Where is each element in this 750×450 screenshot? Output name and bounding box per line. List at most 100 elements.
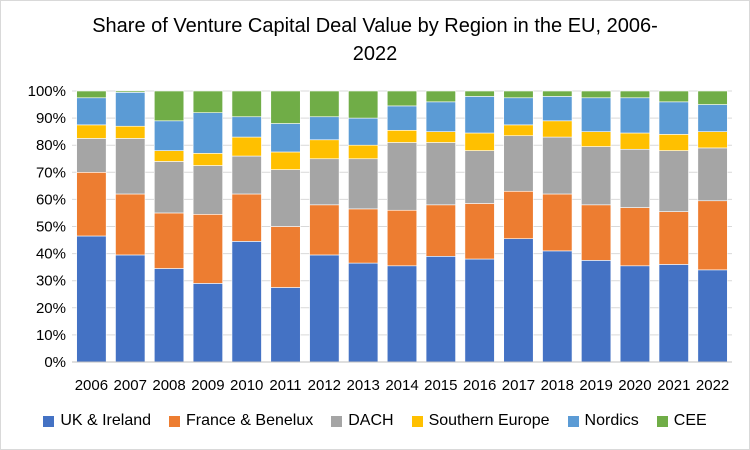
bar-segment-southern-europe <box>581 131 612 147</box>
x-tick-label: 2015 <box>424 377 457 394</box>
bar-segment-uk-ireland <box>309 254 340 363</box>
x-tick-label: 2013 <box>346 377 379 394</box>
y-tick-label: 70% <box>36 164 66 181</box>
bar-segment-dach <box>154 161 185 214</box>
bar-segment-france-benelux <box>697 200 728 271</box>
x-tick-label: 2011 <box>269 377 301 394</box>
legend-item: UK & Ireland <box>43 412 151 430</box>
bar-segment-nordics <box>464 96 495 134</box>
bar-segment-cee <box>425 90 456 103</box>
bar-segment-france-benelux <box>270 226 301 288</box>
x-tick-label: 2012 <box>308 377 341 394</box>
legend-label: DACH <box>348 412 394 429</box>
bar-segment-france-benelux <box>619 207 650 267</box>
x-tick-label: 2006 <box>75 377 108 394</box>
bar-segment-nordics <box>76 97 107 126</box>
bar-segment-dach <box>348 158 379 210</box>
bar-segment-france-benelux <box>309 204 340 256</box>
bar-segment-france-benelux <box>464 203 495 260</box>
bar-segment-france-benelux <box>581 204 612 261</box>
bar-segment-france-benelux <box>231 193 262 242</box>
legend-swatch <box>567 415 579 427</box>
bar-segment-southern-europe <box>386 129 418 143</box>
bar-segment-cee <box>619 90 650 99</box>
bar-segment-uk-ireland <box>542 250 573 363</box>
bar-segment-dach <box>581 146 612 206</box>
legend-swatch <box>169 415 181 427</box>
bar-segment-cee <box>542 90 573 97</box>
bar-segment-nordics <box>270 123 301 153</box>
bar-segment-nordics <box>425 101 456 132</box>
y-tick-label: 40% <box>36 246 66 263</box>
chart-legend: UK & Ireland France & Benelux DACH Southern… <box>0 412 750 430</box>
legend-item: France & Benelux <box>169 412 313 430</box>
y-tick-label: 30% <box>36 273 66 290</box>
bar-segment-cee <box>348 90 379 119</box>
bar-segment-nordics <box>309 116 340 141</box>
legend-swatch <box>331 415 343 427</box>
bar-segment-france-benelux <box>154 212 185 269</box>
bar-segment-nordics <box>581 97 612 132</box>
bar-segment-uk-ireland <box>231 241 262 363</box>
bar-segment-southern-europe <box>658 134 689 151</box>
bar-segment-france-benelux <box>542 193 573 252</box>
bar-segment-dach <box>76 138 107 173</box>
bar-segment-uk-ireland <box>425 256 456 363</box>
bar-segment-france-benelux <box>425 204 456 257</box>
y-tick-label: 100% <box>28 83 66 100</box>
bar-segment-cee <box>192 90 223 113</box>
x-tick-label: 2020 <box>618 377 651 394</box>
y-tick-label: 80% <box>36 137 66 154</box>
bar-segment-cee <box>503 90 534 99</box>
bar-segment-dach <box>386 142 418 211</box>
bar-segment-france-benelux <box>115 193 146 256</box>
bar-segment-southern-europe <box>309 139 340 160</box>
legend-label: Nordics <box>584 412 639 429</box>
bar-segment-dach <box>464 150 495 204</box>
bar-segment-uk-ireland <box>270 287 301 363</box>
legend-swatch <box>656 415 668 427</box>
bar-segment-nordics <box>154 120 185 151</box>
bar-segment-cee <box>115 90 146 93</box>
bar-segment-cee <box>386 90 418 107</box>
chart-title-line-1: Share of Venture Capital Deal Value by R… <box>92 15 658 37</box>
x-tick-label: 2007 <box>114 377 147 394</box>
x-tick-label: 2018 <box>541 377 574 394</box>
bar-segment-cee <box>658 90 689 103</box>
bar-segment-dach <box>542 136 573 195</box>
legend-swatch <box>411 415 423 427</box>
bar-segment-southern-europe <box>425 131 456 143</box>
bar-segment-nordics <box>542 96 573 122</box>
bar-segment-nordics <box>697 104 728 132</box>
bar-segment-dach <box>503 135 534 192</box>
bar-segment-dach <box>425 142 456 206</box>
bar-segment-cee <box>581 90 612 99</box>
bar-segment-dach <box>309 158 340 206</box>
bar-segment-uk-ireland <box>386 265 418 363</box>
x-tick-label: 2009 <box>191 377 224 394</box>
bar-segment-dach <box>115 138 146 195</box>
bar-segment-dach <box>658 150 689 212</box>
bar-segment-uk-ireland <box>76 235 107 363</box>
bar-segment-southern-europe <box>270 151 301 170</box>
bar-segment-dach <box>192 165 223 215</box>
bar-segment-southern-europe <box>542 120 573 138</box>
bar-segment-southern-europe <box>115 125 146 139</box>
y-tick-label: 20% <box>36 300 66 317</box>
bar-segment-uk-ireland <box>154 268 185 363</box>
y-tick-label: 60% <box>36 191 66 208</box>
bar-segment-france-benelux <box>76 172 107 237</box>
bar-segment-southern-europe <box>348 144 379 160</box>
y-tick-label: 90% <box>36 110 66 127</box>
bar-segment-cee <box>697 90 728 105</box>
legend-item: Southern Europe <box>411 412 550 430</box>
x-tick-label: 2019 <box>579 377 612 394</box>
bar-segment-southern-europe <box>76 124 107 139</box>
bar-segment-france-benelux <box>192 214 223 284</box>
x-tick-label: 2016 <box>463 377 496 394</box>
bar-segment-cee <box>154 90 185 122</box>
bar-segment-nordics <box>192 112 223 154</box>
bar-segment-southern-europe <box>503 124 534 137</box>
legend-label: France & Benelux <box>186 412 314 429</box>
bar-segment-cee <box>231 90 262 118</box>
